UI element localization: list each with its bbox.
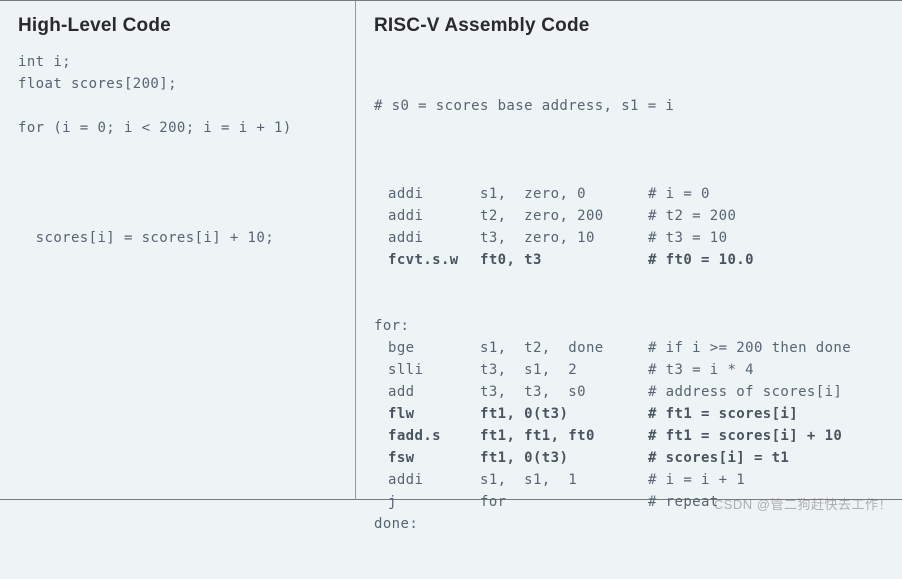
asm-args: t3, zero, 10 [480,227,648,249]
asm-line: fadd.sft1, ft1, ft0# ft1 = scores[i] + 1… [374,425,884,447]
asm-comment: # ft1 = scores[i] + 10 [648,425,842,447]
asm-args: s1, zero, 0 [480,183,648,205]
asm-indent [374,205,388,227]
asm-op: bge [388,337,480,359]
asm-comment: # t3 = i * 4 [648,359,754,381]
asm-args: ft0, t3 [480,249,648,271]
asm-label: for: [374,315,884,337]
asm-indent [374,183,388,205]
asm-comment: # repeat [648,491,719,513]
right-title: RISC-V Assembly Code [374,15,884,37]
asm-op: fcvt.s.w [388,249,480,271]
asm-comment: # ft1 = scores[i] [648,403,798,425]
asm-op: fadd.s [388,425,480,447]
asm-indent [374,381,388,403]
blank-line [374,161,884,183]
asm-comment: # if i >= 200 then done [648,337,851,359]
watermark-text: CSDN @管二狗赶快去工作！ [714,494,892,513]
right-column: RISC-V Assembly Code # s0 = scores base … [356,1,902,499]
asm-line: sllit3, s1, 2# t3 = i * 4 [374,359,884,381]
asm-args: ft1, ft1, ft0 [480,425,648,447]
asm-line: addis1, s1, 1# i = i + 1 [374,469,884,491]
asm-indent [374,469,388,491]
asm-op: addi [388,183,480,205]
code-line: scores[i] = scores[i] + 10; [18,227,337,249]
asm-line: addit2, zero, 200# t2 = 200 [374,205,884,227]
code-line: int i; [18,51,337,73]
asm-indent [374,249,388,271]
high-level-code: int i;float scores[200]; for (i = 0; i <… [18,51,337,249]
asm-args: s1, s1, 1 [480,469,648,491]
asm-indent [374,425,388,447]
asm-line: addis1, zero, 0# i = 0 [374,183,884,205]
left-column: High-Level Code int i;float scores[200];… [0,1,356,499]
code-line [18,95,337,117]
asm-op: addi [388,469,480,491]
asm-comment: # i = i + 1 [648,469,745,491]
code-line [18,139,337,161]
code-line: for (i = 0; i < 200; i = i + 1) [18,117,337,139]
asm-line: flwft1, 0(t3)# ft1 = scores[i] [374,403,884,425]
asm-line: bges1, t2, done# if i >= 200 then done [374,337,884,359]
asm-comment: # scores[i] = t1 [648,447,789,469]
asm-args: t3, t3, s0 [480,381,648,403]
asm-op: flw [388,403,480,425]
asm-line: fcvt.s.wft0, t3# ft0 = 10.0 [374,249,884,271]
asm-body: addis1, zero, 0# i = 0 addit2, zero, 200… [374,161,884,535]
asm-args: ft1, 0(t3) [480,403,648,425]
code-comparison-panel: High-Level Code int i;float scores[200];… [0,0,902,500]
code-line: float scores[200]; [18,73,337,95]
asm-comment: # t3 = 10 [648,227,727,249]
asm-args: t3, s1, 2 [480,359,648,381]
asm-op: addi [388,205,480,227]
asm-line: fswft1, 0(t3)# scores[i] = t1 [374,447,884,469]
asm-line: addit3, zero, 10# t3 = 10 [374,227,884,249]
asm-line: addt3, t3, s0# address of scores[i] [374,381,884,403]
asm-indent [374,447,388,469]
asm-indent [374,403,388,425]
asm-args: s1, t2, done [480,337,648,359]
asm-comment: # address of scores[i] [648,381,842,403]
asm-comment: # i = 0 [648,183,710,205]
asm-indent [374,359,388,381]
asm-op: slli [388,359,480,381]
asm-op: add [388,381,480,403]
asm-op: fsw [388,447,480,469]
asm-indent [374,491,388,513]
asm-op: j [388,491,480,513]
asm-op: addi [388,227,480,249]
asm-comment: # ft0 = 10.0 [648,249,754,271]
asm-label: done: [374,513,884,535]
code-line [18,161,337,183]
asm-comment: # t2 = 200 [648,205,736,227]
asm-args: for [480,491,648,513]
left-title: High-Level Code [18,15,337,37]
blank-line [374,293,884,315]
asm-indent [374,337,388,359]
code-line [18,205,337,227]
asm-args: ft1, 0(t3) [480,447,648,469]
asm-intro-comment: # s0 = scores base address, s1 = i [374,95,884,117]
blank-line [374,271,884,293]
code-line [18,183,337,205]
asm-args: t2, zero, 200 [480,205,648,227]
asm-indent [374,227,388,249]
